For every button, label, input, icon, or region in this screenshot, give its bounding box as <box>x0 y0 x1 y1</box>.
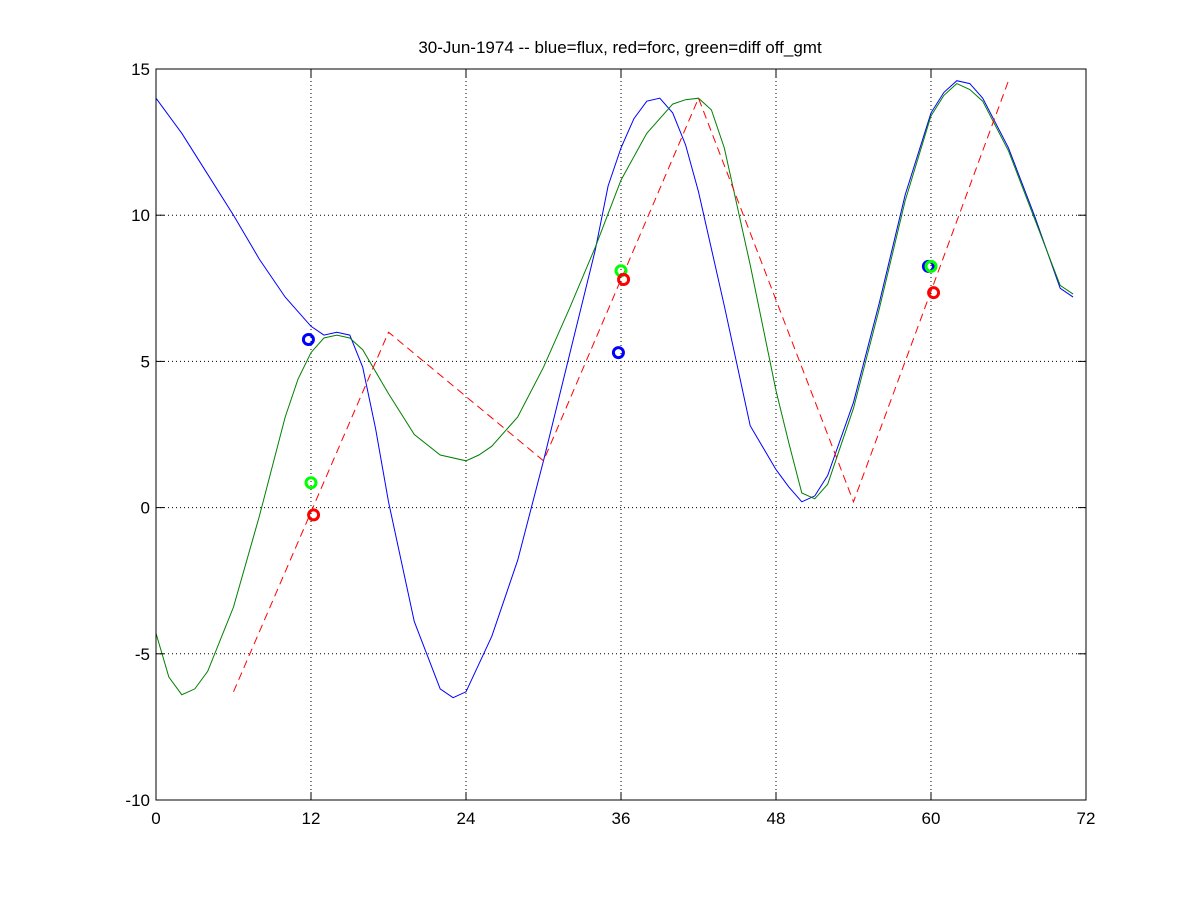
x-tick-label: 60 <box>922 809 941 828</box>
data-marker <box>301 332 315 346</box>
marker-layer <box>301 259 941 522</box>
y-tick-label: 10 <box>131 206 150 225</box>
tick-layer: 0 12 24 36 48 60 72 -10 -5 0 5 10 15 <box>125 60 1095 828</box>
y-tick-label: 5 <box>141 352 150 371</box>
y-tick-label: 0 <box>141 499 150 518</box>
x-tick-label: 12 <box>302 809 321 828</box>
y-tick-label: -10 <box>125 791 150 810</box>
y-tick-label: 15 <box>131 60 150 79</box>
chart-title: 30-Jun-1974 -- blue=flux, red=forc, gree… <box>418 38 822 57</box>
x-tick-label: 72 <box>1077 809 1096 828</box>
y-tick-label: -5 <box>135 645 150 664</box>
x-tick-label: 0 <box>151 809 160 828</box>
x-tick-label: 36 <box>612 809 631 828</box>
data-marker <box>304 476 318 490</box>
series-layer <box>155 80 1074 699</box>
data-marker <box>307 508 321 522</box>
series-line-1 <box>155 83 1074 696</box>
x-tick-label: 48 <box>767 809 786 828</box>
data-marker <box>611 346 625 360</box>
series-line-2 <box>233 80 1009 692</box>
x-tick-label: 24 <box>457 809 476 828</box>
data-marker <box>927 286 941 300</box>
grid-layer <box>156 69 1086 800</box>
data-marker <box>617 273 631 287</box>
series-line-0 <box>155 80 1074 699</box>
data-marker <box>924 259 938 273</box>
